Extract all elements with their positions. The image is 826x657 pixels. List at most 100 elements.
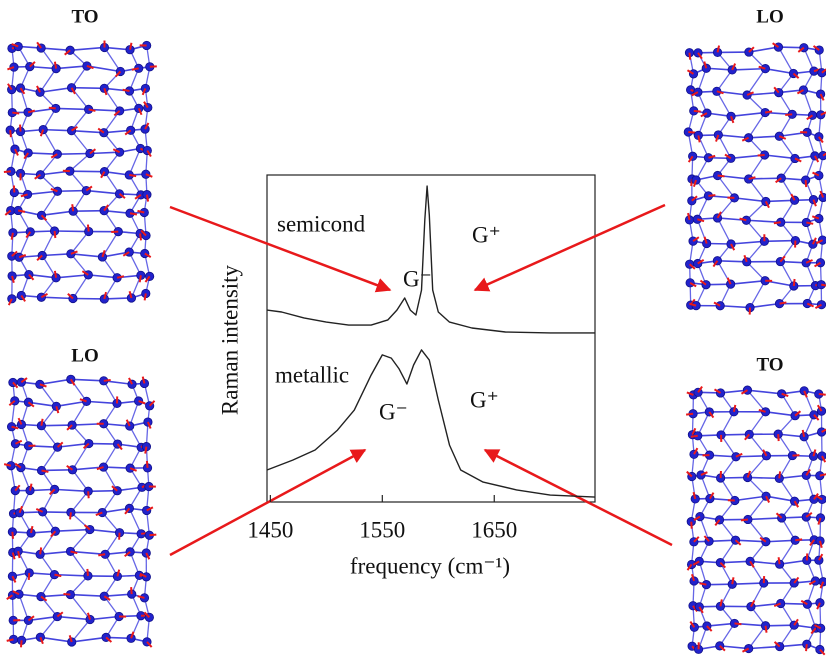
displacement — [50, 153, 58, 159]
displacement — [71, 204, 75, 212]
displacement — [716, 90, 724, 95]
displacement — [23, 152, 30, 160]
bond — [71, 129, 104, 134]
bond — [54, 488, 89, 493]
displacement — [6, 594, 14, 601]
displacement — [759, 536, 767, 543]
bond — [28, 401, 57, 408]
displacement — [697, 135, 701, 143]
bond — [765, 624, 795, 627]
displacement — [794, 410, 802, 417]
displacement — [87, 491, 90, 499]
displacement — [82, 442, 90, 450]
displacement — [734, 622, 742, 626]
bond — [765, 411, 796, 417]
displacement — [687, 212, 691, 221]
displacement — [812, 199, 817, 207]
bond — [764, 239, 796, 243]
displacement — [687, 155, 694, 163]
displacement — [143, 611, 151, 619]
displacement — [740, 389, 748, 395]
displacement — [129, 173, 137, 178]
displacement — [9, 130, 12, 138]
displacement — [53, 230, 57, 239]
displacement — [116, 275, 125, 279]
displacement — [129, 212, 138, 216]
arrow — [483, 448, 673, 547]
displacement — [735, 452, 743, 458]
displacement — [803, 390, 808, 398]
displacement — [779, 255, 786, 263]
bond — [748, 625, 767, 649]
displacement — [85, 185, 93, 192]
displacement — [689, 302, 697, 307]
bond — [57, 615, 91, 621]
bond — [748, 135, 780, 139]
atom — [818, 151, 826, 161]
plot-frame — [266, 174, 596, 503]
mode-label: TO — [756, 354, 783, 375]
bond — [716, 91, 732, 117]
displacement — [63, 592, 71, 596]
bond — [732, 582, 764, 586]
displacement — [122, 88, 130, 92]
displacement — [688, 263, 696, 270]
bond — [765, 67, 794, 75]
displacement — [116, 443, 123, 451]
displacement — [144, 275, 151, 283]
displacement — [130, 631, 135, 639]
displacement — [821, 68, 826, 74]
displacement — [36, 254, 43, 261]
displacement — [764, 625, 768, 633]
displacement — [12, 590, 20, 596]
displacement — [4, 209, 12, 216]
displacement — [125, 419, 131, 427]
bond — [735, 455, 767, 458]
bond — [41, 47, 71, 52]
atom — [38, 507, 48, 517]
displacement — [703, 535, 710, 542]
displacement — [20, 193, 28, 198]
displacement — [7, 298, 13, 306]
bond — [39, 86, 72, 94]
displacement — [804, 180, 808, 188]
bond — [86, 400, 118, 405]
displacement — [79, 398, 87, 403]
displacement — [39, 636, 44, 645]
displacement — [86, 612, 92, 620]
displacement — [129, 467, 137, 472]
bond — [41, 210, 74, 217]
displacement — [744, 433, 751, 441]
displacement — [96, 466, 104, 471]
annotation: G⁺ — [472, 222, 501, 247]
displacement — [17, 417, 23, 425]
displacement — [34, 173, 42, 180]
displacement — [717, 174, 725, 178]
displacement — [105, 636, 113, 643]
displacement — [732, 404, 737, 412]
bond — [88, 274, 118, 279]
bond — [748, 645, 780, 650]
displacement — [69, 512, 72, 520]
bond — [89, 151, 120, 155]
displacement — [139, 572, 147, 578]
bond — [716, 217, 732, 245]
displacement — [66, 465, 74, 471]
displacement — [28, 273, 35, 281]
bond — [717, 259, 747, 263]
displacement — [686, 69, 695, 75]
arrow — [169, 448, 367, 557]
displacement — [795, 538, 803, 542]
displacement — [11, 250, 18, 257]
displacement — [813, 155, 820, 163]
displacement — [137, 595, 145, 599]
displacement — [692, 491, 697, 500]
bond — [765, 539, 796, 543]
displacement — [818, 136, 824, 144]
displacement — [103, 204, 110, 212]
displacement — [53, 270, 58, 278]
displacement — [27, 109, 36, 114]
displacement — [7, 66, 15, 71]
x-tick-label: 1650 — [471, 517, 517, 542]
displacement — [14, 462, 22, 469]
